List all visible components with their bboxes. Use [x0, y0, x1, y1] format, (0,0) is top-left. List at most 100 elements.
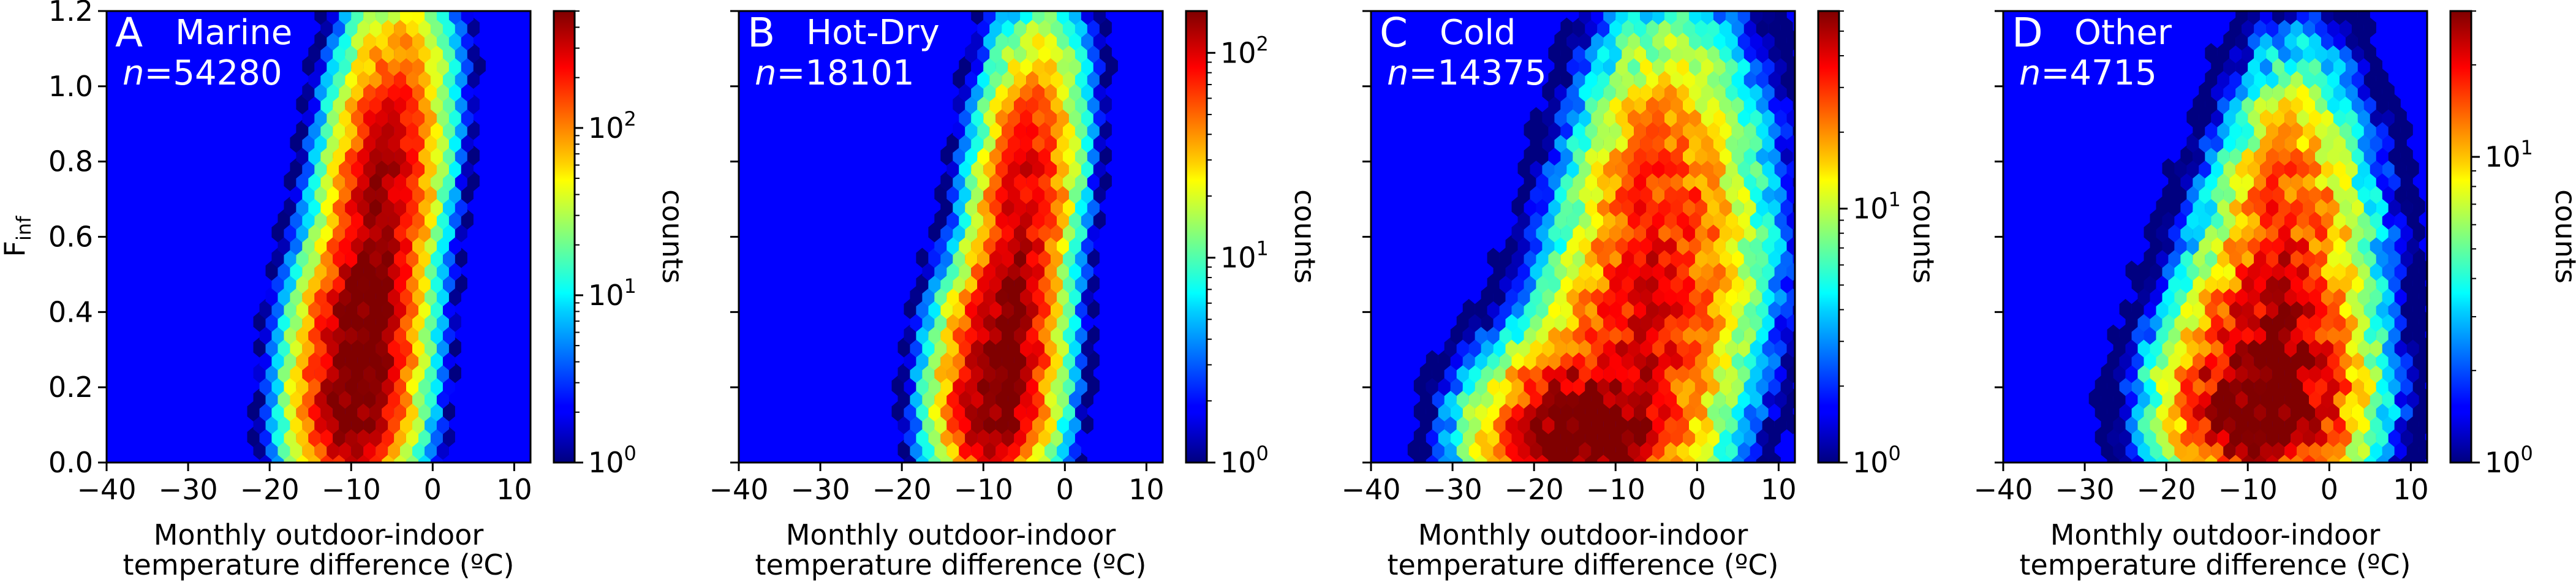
panel-c-hexbin-799 [1799, 81, 1811, 102]
panel-c-hexbin-248 [1462, 350, 1475, 371]
panel-b-hexbin-293 [959, 209, 972, 230]
panel-b-hexbin-59 [1068, 414, 1081, 434]
panel-d-hexbin-582 [2284, 158, 2297, 179]
panel-c-hexbin-818 [1768, 69, 1781, 89]
panel-b-hexbin-505 [1081, 11, 1093, 25]
panel-a-hexbin-478 [382, 69, 395, 89]
panel-a-hexbin-551 [436, 11, 449, 25]
panel-a-hexbin-275 [455, 248, 467, 268]
panel-b-hexbin-471 [1075, 43, 1087, 64]
panel-c-hexbin-379 [1646, 298, 1659, 319]
panel-a-hexbin-111 [430, 376, 443, 396]
panel-c-hexbin-549 [1554, 209, 1567, 230]
panel-d-hexbin-547 [2357, 184, 2370, 204]
panel-d-hexbin-567 [2351, 171, 2364, 192]
panel-a-hexbin-387 [333, 145, 346, 166]
panel-d-xlabel-line2: temperature difference (ºC) [2020, 548, 2411, 581]
panel-c-hexbin-686 [1780, 145, 1793, 166]
panel-a-hexbin-285 [388, 235, 401, 255]
panel-b-hexbin-336 [989, 171, 1002, 192]
panel-a-hexbin-323 [284, 196, 297, 217]
panel-d-hexbin-449 [2235, 235, 2248, 255]
panel-d-hexbin-381 [2266, 273, 2279, 294]
panel-a-hexbin-213 [278, 286, 290, 306]
panel-c-hexbin-629 [1658, 171, 1671, 192]
panel-b-hexbin-306 [953, 196, 965, 217]
panel-b-hexbin-126 [904, 350, 916, 371]
panel-c-hexbin-649 [1615, 158, 1628, 179]
panel-c-hexbin-504 [1591, 235, 1604, 255]
panel-c-hexbin-12 [1560, 452, 1573, 463]
panel-d-hexbin-737 [2315, 43, 2327, 64]
panel-b-hexbin-415 [1002, 94, 1014, 115]
panel-c-hexbin-829 [1652, 56, 1665, 77]
panel-a-hexbin-460 [327, 81, 339, 102]
panel-d-hexbin-555 [2205, 171, 2218, 192]
panel-c-hexbin-620 [1548, 171, 1561, 192]
panel-a-hexbin-502 [320, 43, 333, 64]
panel-b-hexbin-212 [995, 286, 1008, 306]
panel-d-hexbin-282 [2254, 324, 2267, 345]
panel-b-hexbin-142 [897, 337, 910, 358]
panel-b-hexbin-103 [1014, 376, 1027, 396]
panel-d-hexbin-675 [2303, 94, 2316, 115]
panel-b-hexbin-355 [1057, 158, 1069, 179]
panel-b-hexbin-219 [1081, 286, 1093, 306]
panel-d-colorbar-gradient [2450, 11, 2471, 463]
panel-c-y-axis [1362, 10, 1371, 464]
panel-c-hexbin-299 [1725, 337, 1738, 358]
panel-a-hexbin-537 [430, 17, 443, 38]
panel-b-hexbin-267 [971, 235, 984, 255]
panel-a-hexbin-540 [467, 17, 480, 38]
panel-c-hexbin-680 [1707, 145, 1720, 166]
panel-a-hexbin-521 [388, 30, 401, 51]
panel-c-hexbin-886 [1622, 17, 1634, 38]
panel-d-hexbin-37 [2235, 439, 2248, 460]
panel-d-hexbin-455 [2309, 235, 2321, 255]
panel-d-hexbin-760 [2303, 17, 2316, 38]
panel-c-hexbin-699 [1664, 132, 1677, 153]
panel-b-hexbin-8 [1002, 452, 1014, 463]
panel-d-hexbin-241 [2400, 350, 2413, 371]
panel-b-hexbin-285 [1026, 222, 1039, 243]
panel-c-hexbin-401 [1591, 286, 1604, 306]
panel-d-hexbin-617 [2248, 132, 2261, 153]
panel-c-hexbin-757 [1548, 94, 1561, 115]
panel-b-hexbin-435 [1093, 81, 1106, 102]
panel-c-hexbin-109 [1652, 414, 1665, 434]
panel-c-hexbin-394 [1505, 286, 1518, 306]
panel-d-hexbin-36 [2223, 439, 2236, 460]
panel-b-hexbin-144 [922, 337, 935, 358]
panel-b-hexbin-134 [1002, 350, 1014, 371]
panel-c-hexbin-807 [1634, 69, 1647, 89]
panel-d-hexbin-210 [2345, 363, 2358, 384]
panel-b-hexbin-498 [995, 11, 1008, 25]
panel-c-hexbin-272 [1756, 350, 1769, 371]
panel-c-hexbin-98 [1517, 414, 1530, 434]
panel-b-hexbin-7 [989, 452, 1002, 463]
panel-b-hexbin-150 [995, 337, 1008, 358]
panel-a-hexbin-471 [461, 81, 474, 102]
panel-d-hexbin-139 [2137, 388, 2150, 409]
panel-d-hexbin-694 [2333, 81, 2346, 102]
panel-d-hexbin-272 [2131, 324, 2144, 345]
panel-a-ytick-label-6: 1.2 [48, 0, 93, 28]
panel-c-hexbin-313 [1536, 324, 1549, 345]
panel-b-hexbin-350 [995, 158, 1008, 179]
panel-c-hexbin-882 [1573, 17, 1585, 38]
panel-b-hexbin-37 [989, 426, 1002, 447]
panel-c-hexbin-575 [1573, 196, 1585, 217]
panel-d-hexbin-27 [2113, 439, 2126, 460]
panel-d-hexbin-64 [2229, 426, 2242, 447]
panel-d-hexbin-623 [2321, 132, 2333, 153]
panel-d-hexbin-38 [2248, 439, 2261, 460]
panel-c-hexbin-431 [1634, 273, 1647, 294]
panel-c-hexbin-124 [1450, 401, 1463, 421]
panel-a-hexbin-138 [357, 350, 370, 371]
panel-a-hexbin-356 [320, 171, 333, 192]
panel-b-xtick-label-1: −30 [791, 473, 850, 506]
panel-c-hexbin-701 [1689, 132, 1701, 153]
panel-b-hexbin-65 [940, 401, 953, 421]
